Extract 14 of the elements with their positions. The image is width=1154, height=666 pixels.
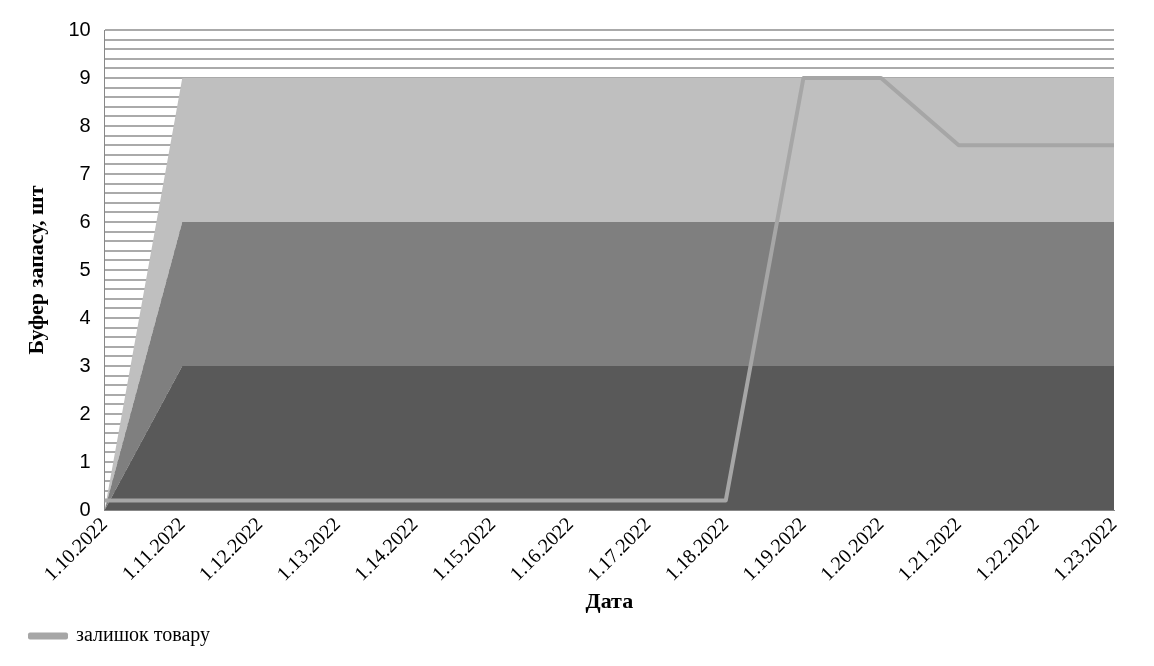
y-tick-label: 4 [79, 305, 91, 328]
y-tick-label: 8 [79, 113, 91, 136]
y-tick-label: 0 [79, 497, 91, 520]
legend-label: залишок товару [76, 623, 211, 647]
x-axis-title: Дата [585, 588, 634, 614]
y-axis-title: Буфер запасу, шт [22, 185, 48, 355]
y-tick-label: 2 [79, 401, 91, 424]
y-tick-label: 6 [79, 209, 91, 232]
y-tick-label: 10 [68, 17, 91, 40]
y-tick-label: 9 [79, 65, 91, 88]
y-tick-label: 5 [79, 257, 91, 280]
y-tick-label: 3 [79, 353, 91, 376]
y-tick-label: 7 [79, 161, 91, 184]
y-tick-label: 1 [79, 449, 91, 472]
